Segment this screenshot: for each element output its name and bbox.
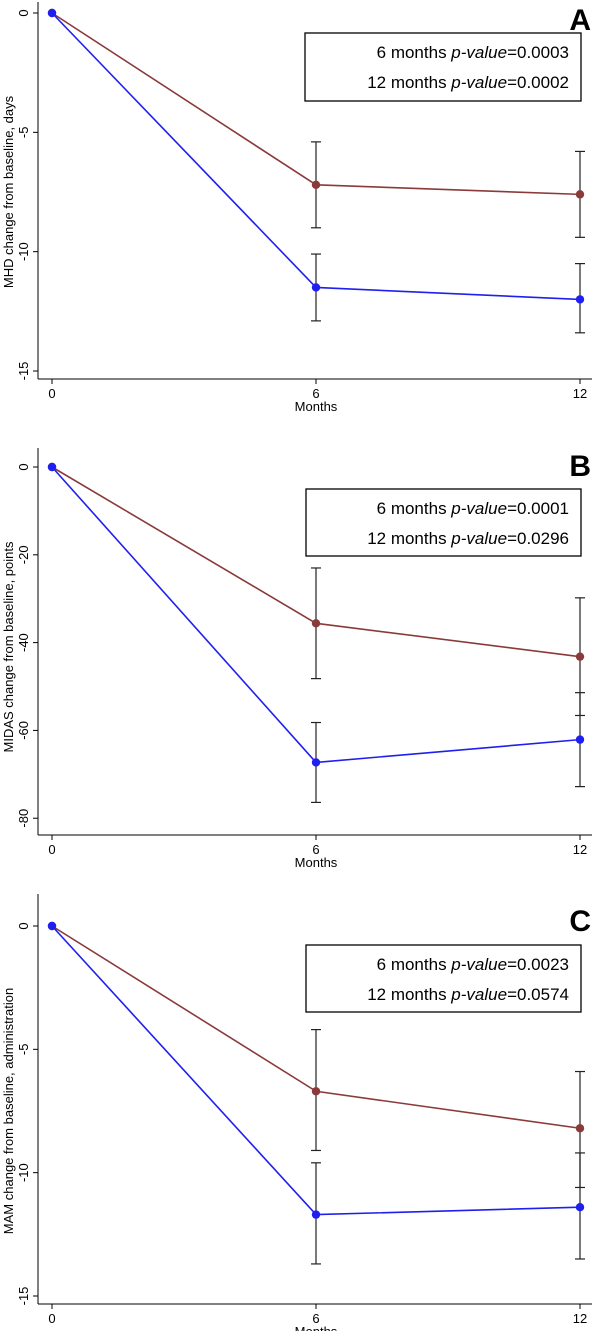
p-value-number: =0.0001 [507, 499, 569, 518]
data-point [47, 8, 57, 18]
data-point [311, 180, 321, 190]
data-point [575, 1203, 585, 1212]
x-axis-title: Months [295, 1324, 338, 1331]
y-axis-title: MAM change from baseline, administration [1, 988, 16, 1234]
panel-letter: A [569, 4, 591, 37]
data-point [311, 1087, 321, 1096]
chart-panel-a: 0 -5 -10 -15 0 6 12 Months MHD change from basel… [1, 2, 592, 414]
data-point [311, 283, 321, 292]
panel-letter: C [569, 905, 591, 938]
chart-panel-b: 0 -20 -40 -60 -80 0 6 12 Months MIDAS change from… [1, 448, 592, 870]
x-axis-title: Months [295, 399, 338, 414]
p-value-number: =0.0296 [507, 529, 569, 548]
y-tick-label: 0 [16, 922, 31, 929]
p-value-italic-label: p-value [450, 955, 507, 974]
y-tick-label: -40 [16, 633, 31, 652]
x-tick-label: 6 [312, 1311, 319, 1326]
p-value-number: =0.0574 [507, 985, 569, 1004]
p-value-italic-label: p-value [450, 499, 507, 518]
p-value-box [305, 488, 582, 557]
x-tick-label: 12 [573, 386, 587, 401]
chart-panel-c: 0 -5 -10 -15 0 6 12 Months MAM change from basel… [1, 894, 592, 1331]
y-tick-label: -15 [16, 1287, 31, 1306]
p-value-line: 12 months p-value=0.0002 [367, 73, 569, 92]
x-tick-label: 0 [48, 842, 55, 857]
x-tick-label: 12 [573, 1311, 587, 1326]
y-tick-label: -20 [16, 545, 31, 564]
p-value-prefix: 6 months [377, 499, 452, 518]
p-value-prefix: 12 months [367, 985, 451, 1004]
p-value-line: 12 months p-value=0.0296 [367, 529, 569, 548]
data-point [575, 190, 585, 199]
y-tick-label: -80 [16, 809, 31, 828]
x-tick-label: 0 [48, 386, 55, 401]
p-value-line: 6 months p-value=0.0001 [377, 499, 569, 518]
p-value-number: =0.0023 [507, 955, 569, 974]
y-tick-label: -5 [16, 127, 31, 139]
x-tick-label: 6 [312, 386, 319, 401]
data-point [575, 735, 585, 744]
x-axis-title: Months [295, 855, 338, 870]
y-tick-label: -10 [16, 1163, 31, 1182]
p-value-number: =0.0003 [507, 43, 569, 62]
y-tick-label: -60 [16, 721, 31, 740]
p-value-line: 12 months p-value=0.0574 [367, 985, 569, 1004]
p-value-box [304, 32, 582, 102]
y-tick-label: 0 [16, 9, 31, 16]
p-value-prefix: 12 months [367, 529, 451, 548]
x-tick-label: 6 [312, 842, 319, 857]
p-value-italic-label: p-value [450, 73, 507, 92]
p-value-number: =0.0002 [507, 73, 569, 92]
data-point [311, 619, 321, 628]
p-value-prefix: 12 months [367, 73, 451, 92]
data-point [575, 295, 585, 304]
y-tick-label: -15 [16, 362, 31, 381]
y-tick-label: -10 [16, 242, 31, 261]
y-tick-label: -5 [16, 1044, 31, 1056]
data-point [47, 921, 57, 931]
x-tick-label: 12 [573, 842, 587, 857]
p-value-line: 6 months p-value=0.0023 [377, 955, 569, 974]
x-tick-label: 0 [48, 1311, 55, 1326]
p-value-box [305, 944, 582, 1013]
p-value-italic-label: p-value [450, 529, 507, 548]
p-value-line: 6 months p-value=0.0003 [377, 43, 569, 62]
panel-letter: B [569, 450, 591, 483]
series-2 [47, 921, 585, 1265]
data-point [575, 652, 585, 661]
y-tick-label: 0 [16, 463, 31, 470]
y-axis-title: MIDAS change from baseline, points [1, 541, 16, 752]
data-point [311, 1210, 321, 1219]
p-value-prefix: 6 months [377, 43, 452, 62]
series-2 [47, 8, 585, 334]
data-point [311, 758, 321, 767]
p-value-italic-label: p-value [450, 985, 507, 1004]
p-value-italic-label: p-value [450, 43, 507, 62]
p-value-prefix: 6 months [377, 955, 452, 974]
series-2 [47, 462, 585, 804]
data-point [47, 462, 57, 472]
data-point [575, 1124, 585, 1133]
y-axis-title: MHD change from baseline, days [1, 95, 16, 288]
